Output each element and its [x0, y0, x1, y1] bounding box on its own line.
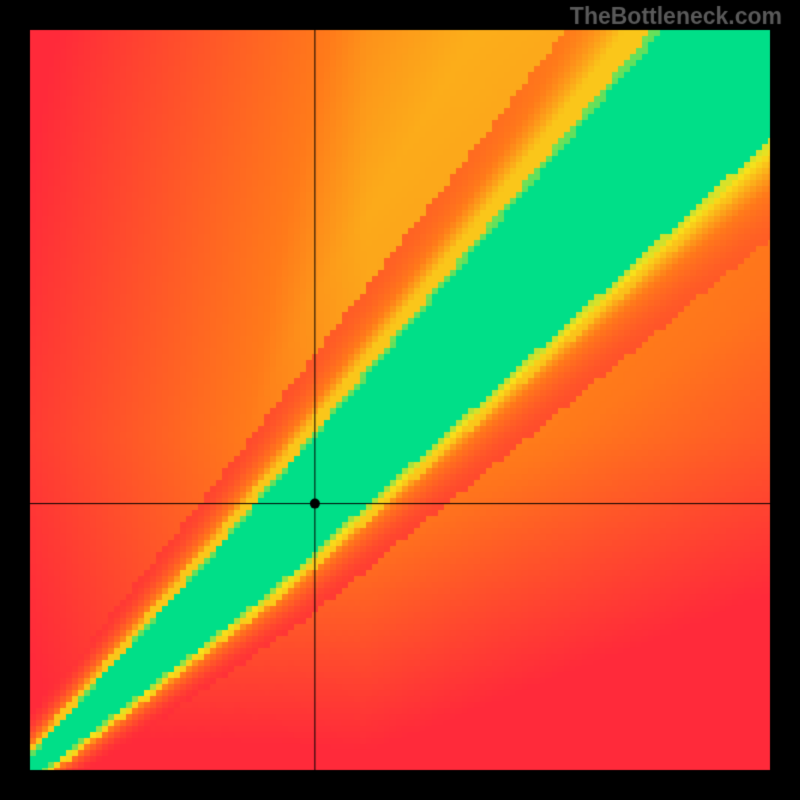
chart-container	[0, 0, 800, 800]
bottleneck-heatmap-canvas	[0, 0, 800, 800]
